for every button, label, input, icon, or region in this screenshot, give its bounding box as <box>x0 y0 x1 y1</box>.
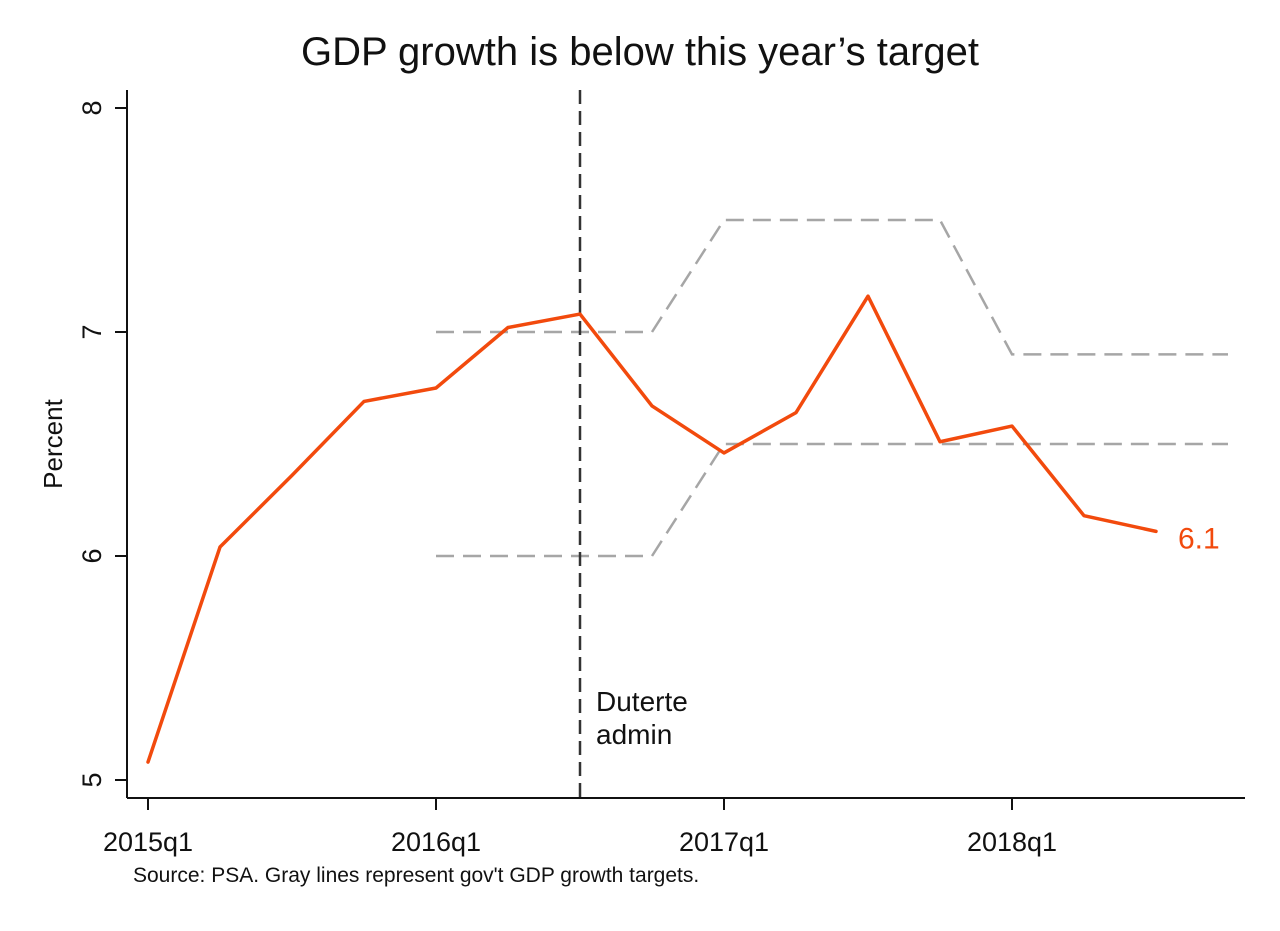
vline-label: admin <box>596 719 672 750</box>
y-tick-label: 6 <box>77 548 107 563</box>
vline-label: Duterte <box>596 686 688 717</box>
x-tick-label: 2015q1 <box>103 827 193 857</box>
target-line-1 <box>436 218 1228 356</box>
x-tick-label: 2017q1 <box>679 827 769 857</box>
y-tick-label: 5 <box>77 772 107 787</box>
source-note: Source: PSA. Gray lines represent gov't … <box>133 864 700 887</box>
y-tick-label: 8 <box>77 100 107 115</box>
x-tick-label: 2018q1 <box>967 827 1057 857</box>
y-axis-label: Percent <box>38 398 68 488</box>
x-tick-label: 2016q1 <box>391 827 481 857</box>
end-value-label: 6.1 <box>1178 522 1220 555</box>
target-line-2 <box>436 442 1228 558</box>
y-tick-label: 7 <box>77 324 107 339</box>
chart-title: GDP growth is below this year’s target <box>300 30 980 74</box>
